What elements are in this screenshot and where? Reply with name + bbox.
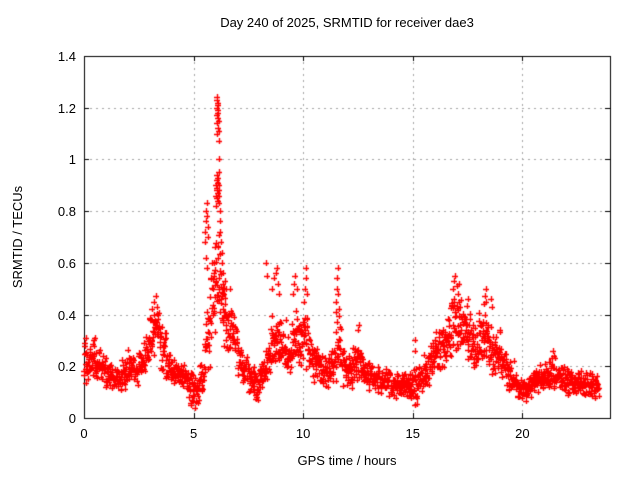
y-tick-label: 1.2 [57,100,76,116]
y-tick-label: 1.4 [57,49,76,64]
y-tick-label: 0.6 [57,255,76,271]
y-tick-label: 0.2 [57,359,76,375]
x-axis-label: GPS time / hours [297,453,397,468]
y-tick-label: 0.4 [57,307,76,323]
y-tick-label: 1 [68,152,76,168]
x-tick-label: 5 [189,426,198,441]
x-tick-label: 10 [295,426,311,441]
chart-title: Day 240 of 2025, SRMTID for receiver dae… [220,15,474,30]
y-tick-label: 0.8 [57,204,76,220]
x-tick-label: 15 [405,426,420,441]
y-tick-label: 0 [68,411,76,426]
x-tick-label: 20 [515,426,530,441]
x-tick-label: 0 [80,426,88,441]
